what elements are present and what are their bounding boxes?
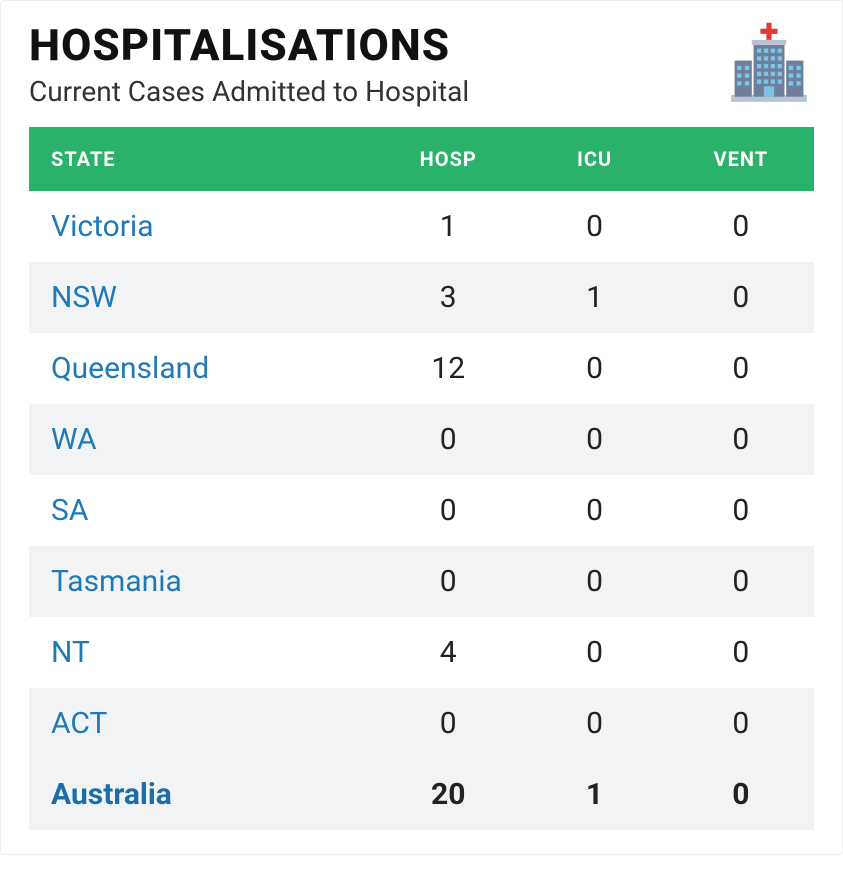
vent-cell: 0 bbox=[668, 404, 814, 475]
table-row-total: Australia2010 bbox=[29, 759, 814, 830]
vent-cell: 0 bbox=[668, 688, 814, 759]
icu-cell: 1 bbox=[521, 262, 667, 333]
hospital-icon bbox=[724, 19, 814, 109]
table-row: Queensland1200 bbox=[29, 333, 814, 404]
icu-cell: 0 bbox=[521, 546, 667, 617]
state-cell[interactable]: NT bbox=[29, 617, 375, 688]
state-cell[interactable]: Tasmania bbox=[29, 546, 375, 617]
vent-cell: 0 bbox=[668, 617, 814, 688]
table-row: Victoria100 bbox=[29, 191, 814, 262]
icu-cell: 0 bbox=[521, 688, 667, 759]
hosp-cell: 0 bbox=[375, 475, 521, 546]
vent-cell: 0 bbox=[668, 333, 814, 404]
hospitalisations-table: STATE HOSP ICU VENT Victoria100NSW310Que… bbox=[29, 127, 814, 830]
col-hosp: HOSP bbox=[375, 127, 521, 191]
state-cell[interactable]: WA bbox=[29, 404, 375, 475]
hosp-cell: 1 bbox=[375, 191, 521, 262]
icu-cell: 0 bbox=[521, 191, 667, 262]
icu-cell: 0 bbox=[521, 475, 667, 546]
state-cell[interactable]: Victoria bbox=[29, 191, 375, 262]
state-cell[interactable]: NSW bbox=[29, 262, 375, 333]
hosp-cell: 0 bbox=[375, 546, 521, 617]
state-cell[interactable]: ACT bbox=[29, 688, 375, 759]
col-icu: ICU bbox=[521, 127, 667, 191]
table-row: Tasmania000 bbox=[29, 546, 814, 617]
hosp-cell: 0 bbox=[375, 688, 521, 759]
page-title: HOSPITALISATIONS bbox=[29, 19, 724, 71]
vent-cell: 0 bbox=[668, 546, 814, 617]
hosp-cell: 4 bbox=[375, 617, 521, 688]
state-cell: Australia bbox=[29, 759, 375, 830]
state-cell[interactable]: SA bbox=[29, 475, 375, 546]
hosp-cell: 20 bbox=[375, 759, 521, 830]
hosp-cell: 0 bbox=[375, 404, 521, 475]
table-row: NT400 bbox=[29, 617, 814, 688]
table-row: SA000 bbox=[29, 475, 814, 546]
hosp-cell: 3 bbox=[375, 262, 521, 333]
vent-cell: 0 bbox=[668, 475, 814, 546]
vent-cell: 0 bbox=[668, 262, 814, 333]
state-cell[interactable]: Queensland bbox=[29, 333, 375, 404]
col-vent: VENT bbox=[668, 127, 814, 191]
table-header: STATE HOSP ICU VENT bbox=[29, 127, 814, 191]
hosp-cell: 12 bbox=[375, 333, 521, 404]
icu-cell: 1 bbox=[521, 759, 667, 830]
col-state: STATE bbox=[29, 127, 375, 191]
icu-cell: 0 bbox=[521, 333, 667, 404]
card-header: HOSPITALISATIONS Current Cases Admitted … bbox=[29, 19, 814, 109]
icu-cell: 0 bbox=[521, 404, 667, 475]
table-body: Victoria100NSW310Queensland1200WA000SA00… bbox=[29, 191, 814, 830]
page-subtitle: Current Cases Admitted to Hospital bbox=[29, 75, 724, 108]
icu-cell: 0 bbox=[521, 617, 667, 688]
hospitalisations-card: HOSPITALISATIONS Current Cases Admitted … bbox=[0, 0, 843, 855]
table-row: ACT000 bbox=[29, 688, 814, 759]
title-block: HOSPITALISATIONS Current Cases Admitted … bbox=[29, 19, 724, 108]
table-row: WA000 bbox=[29, 404, 814, 475]
vent-cell: 0 bbox=[668, 759, 814, 830]
vent-cell: 0 bbox=[668, 191, 814, 262]
table-row: NSW310 bbox=[29, 262, 814, 333]
